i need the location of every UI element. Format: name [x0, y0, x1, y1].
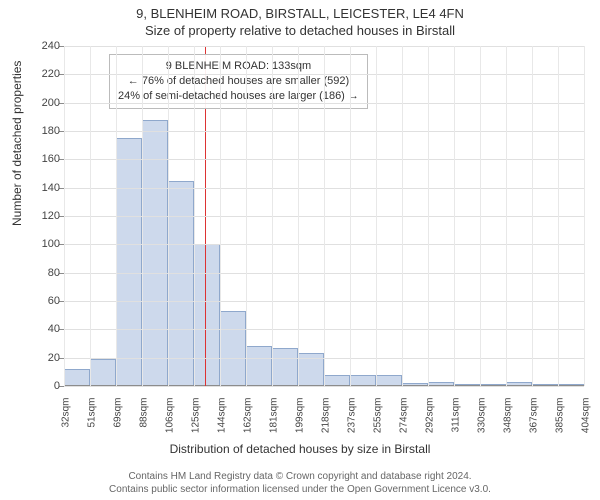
- xtick-label: 51sqm: [87, 398, 98, 448]
- gridline-v: [584, 46, 585, 386]
- callout-line-2: ← 76% of detached houses are smaller (59…: [118, 74, 359, 89]
- xtick-label: 88sqm: [139, 398, 150, 448]
- histogram-bar: [272, 348, 298, 386]
- gridline-v: [376, 46, 377, 386]
- xtick-label: 404sqm: [581, 398, 592, 448]
- page-title: 9, BLENHEIM ROAD, BIRSTALL, LEICESTER, L…: [0, 6, 600, 21]
- xtick-label: 330sqm: [477, 398, 488, 448]
- ytick-label: 60: [30, 295, 60, 307]
- gridline-v: [272, 46, 273, 386]
- gridline-v: [454, 46, 455, 386]
- callout-line-1: 9 BLENHEIM ROAD: 133sqm: [118, 59, 359, 74]
- gridline-v: [402, 46, 403, 386]
- footnote-line-2: Contains public sector information licen…: [0, 484, 600, 497]
- xtick-label: 348sqm: [503, 398, 514, 448]
- gridline-v: [64, 46, 65, 386]
- xtick-label: 181sqm: [269, 398, 280, 448]
- callout-line-3: 24% of semi-detached houses are larger (…: [118, 89, 359, 104]
- ytick-label: 140: [30, 182, 60, 194]
- xtick-label: 162sqm: [243, 398, 254, 448]
- gridline-v: [558, 46, 559, 386]
- gridline-v: [480, 46, 481, 386]
- gridline-v: [324, 46, 325, 386]
- gridline-v: [142, 46, 143, 386]
- ytick-label: 220: [30, 68, 60, 80]
- xtick-label: 311sqm: [451, 398, 462, 448]
- page-subtitle: Size of property relative to detached ho…: [0, 23, 600, 38]
- gridline-v: [220, 46, 221, 386]
- gridline-v: [350, 46, 351, 386]
- gridline-h: [64, 386, 584, 387]
- xtick-label: 292sqm: [425, 398, 436, 448]
- histogram-bar: [246, 346, 272, 386]
- histogram-bar: [168, 181, 194, 386]
- ytick-label: 160: [30, 153, 60, 165]
- x-axis-label: Distribution of detached houses by size …: [0, 442, 600, 456]
- ytick-label: 0: [30, 380, 60, 392]
- xtick-label: 125sqm: [191, 398, 202, 448]
- gridline-v: [506, 46, 507, 386]
- ytick-label: 120: [30, 210, 60, 222]
- histogram-bar: [64, 369, 90, 386]
- chart: 9 BLENHEIM ROAD: 133sqm ← 76% of detache…: [44, 46, 584, 406]
- gridline-v: [90, 46, 91, 386]
- histogram-bar: [194, 244, 220, 386]
- footnote: Contains HM Land Registry data © Crown c…: [0, 471, 600, 496]
- gridline-v: [246, 46, 247, 386]
- xtick-label: 218sqm: [321, 398, 332, 448]
- xtick-label: 199sqm: [295, 398, 306, 448]
- gridline-v: [168, 46, 169, 386]
- xtick-label: 385sqm: [555, 398, 566, 448]
- ytick-label: 40: [30, 323, 60, 335]
- xtick-label: 367sqm: [529, 398, 540, 448]
- ytick-label: 180: [30, 125, 60, 137]
- gridline-v: [194, 46, 195, 386]
- histogram-bar: [220, 311, 246, 386]
- gridline-v: [428, 46, 429, 386]
- histogram-bar: [90, 359, 116, 386]
- histogram-bar: [116, 138, 142, 386]
- plot-area: 9 BLENHEIM ROAD: 133sqm ← 76% of detache…: [64, 46, 584, 386]
- callout-box: 9 BLENHEIM ROAD: 133sqm ← 76% of detache…: [109, 54, 368, 109]
- xtick-label: 274sqm: [399, 398, 410, 448]
- ytick-label: 240: [30, 40, 60, 52]
- gridline-v: [298, 46, 299, 386]
- ytick-label: 200: [30, 97, 60, 109]
- ytick-label: 100: [30, 238, 60, 250]
- footnote-line-1: Contains HM Land Registry data © Crown c…: [0, 471, 600, 484]
- xtick-label: 255sqm: [373, 398, 384, 448]
- xtick-label: 144sqm: [217, 398, 228, 448]
- gridline-v: [116, 46, 117, 386]
- ytick-label: 80: [30, 267, 60, 279]
- xtick-label: 69sqm: [113, 398, 124, 448]
- y-axis-label: Number of detached properties: [10, 61, 24, 226]
- xtick-label: 237sqm: [347, 398, 358, 448]
- xtick-label: 106sqm: [165, 398, 176, 448]
- xtick-label: 32sqm: [61, 398, 72, 448]
- gridline-v: [532, 46, 533, 386]
- ytick-label: 20: [30, 352, 60, 364]
